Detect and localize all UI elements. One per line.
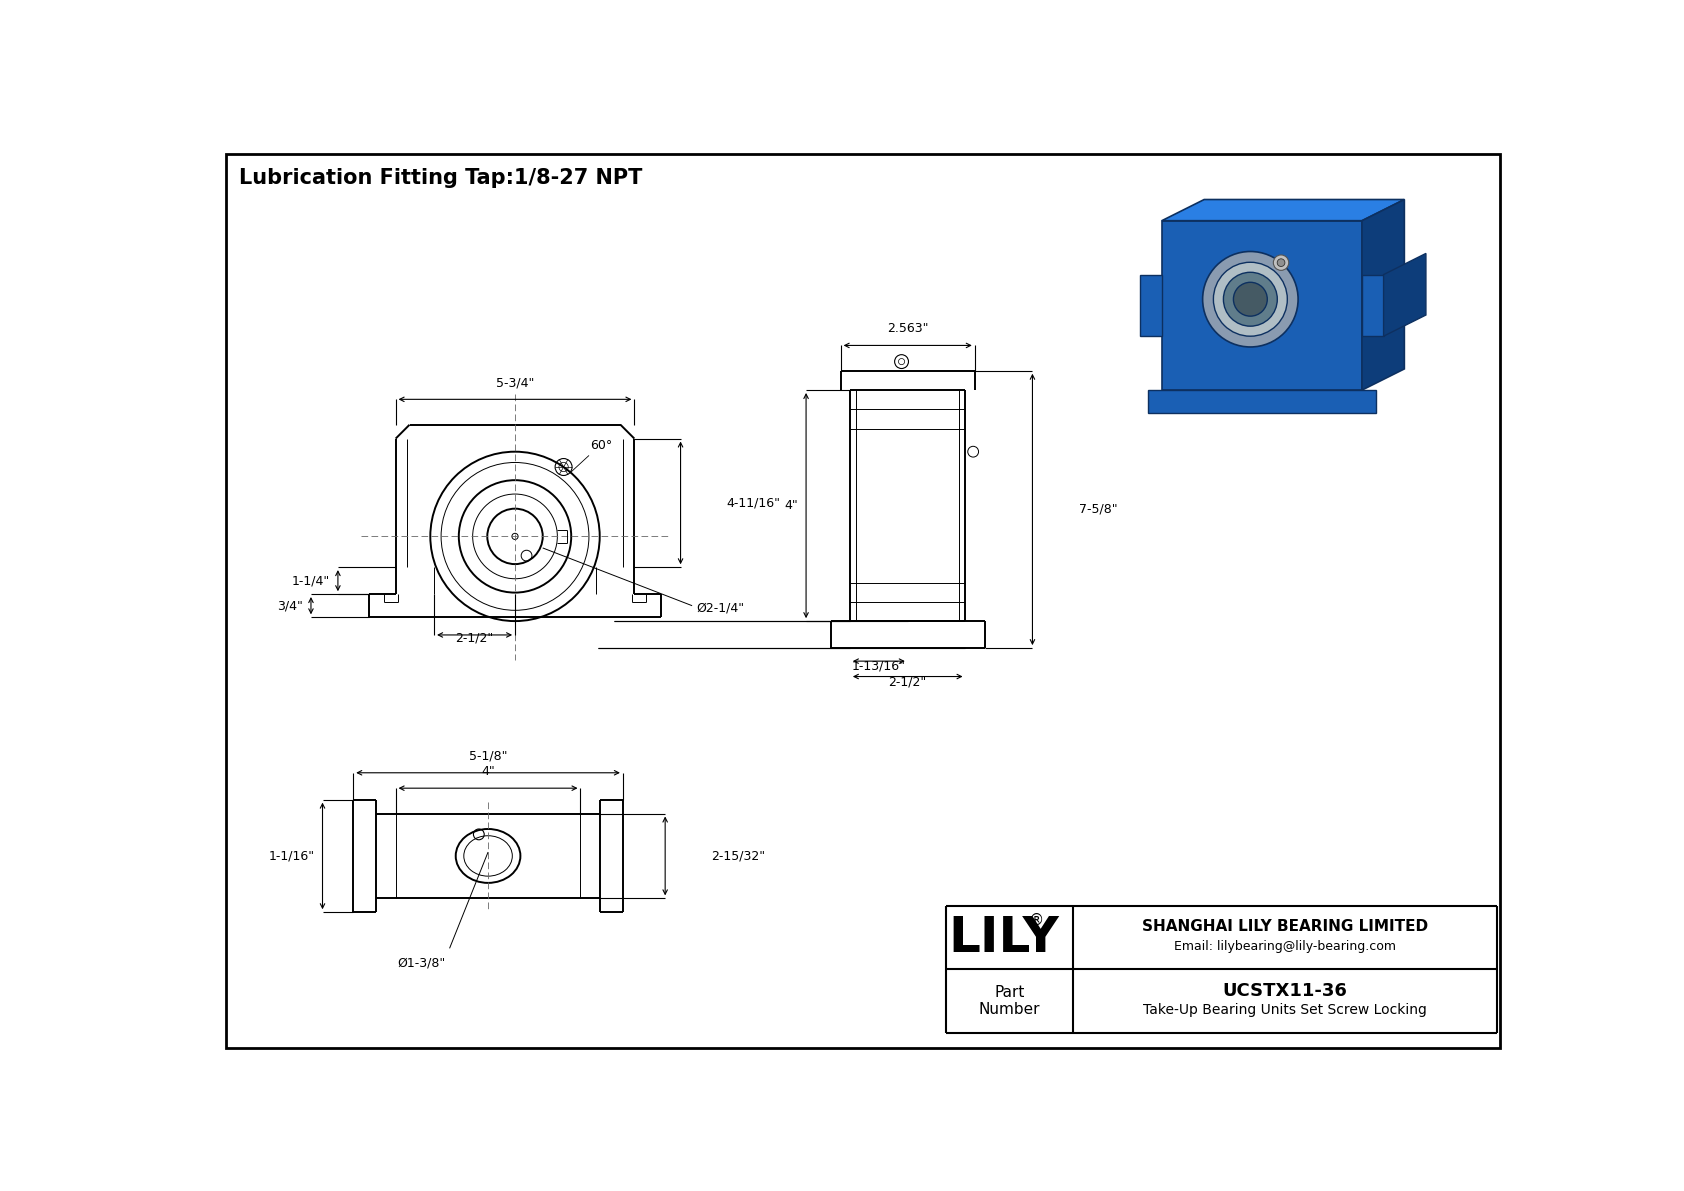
Text: 2.563": 2.563" [887, 323, 928, 336]
Polygon shape [1362, 275, 1384, 336]
Text: 60°: 60° [591, 438, 613, 451]
Text: 5-1/8": 5-1/8" [468, 750, 507, 762]
Text: 1-1/4": 1-1/4" [291, 574, 330, 587]
Circle shape [1202, 251, 1298, 347]
Text: 7-5/8": 7-5/8" [1079, 503, 1116, 516]
Text: 4": 4" [482, 765, 495, 778]
Circle shape [1233, 282, 1268, 316]
Text: Ø1-3/8": Ø1-3/8" [397, 956, 446, 969]
Text: UCSTX11-36: UCSTX11-36 [1223, 983, 1347, 1000]
Polygon shape [1140, 275, 1162, 336]
Text: 2-15/32": 2-15/32" [711, 849, 766, 862]
Text: Email: lilybearing@lily-bearing.com: Email: lilybearing@lily-bearing.com [1174, 941, 1396, 953]
Text: Ø2-1/4": Ø2-1/4" [695, 601, 744, 615]
Text: 3/4": 3/4" [278, 599, 303, 612]
Circle shape [1276, 258, 1285, 267]
Polygon shape [1162, 220, 1362, 391]
Circle shape [1273, 255, 1288, 270]
Text: 2-1/2": 2-1/2" [889, 675, 926, 688]
Text: 4": 4" [785, 499, 798, 512]
Circle shape [1214, 262, 1287, 336]
Text: SHANGHAI LILY BEARING LIMITED: SHANGHAI LILY BEARING LIMITED [1142, 919, 1428, 934]
Text: 1-13/16": 1-13/16" [852, 660, 906, 673]
Text: 2-1/2": 2-1/2" [455, 632, 493, 646]
Text: 4-11/16": 4-11/16" [727, 497, 781, 510]
Polygon shape [1384, 254, 1426, 336]
Text: LILY: LILY [948, 913, 1059, 961]
Text: Lubrication Fitting Tap:1/8-27 NPT: Lubrication Fitting Tap:1/8-27 NPT [239, 168, 643, 188]
Text: Take-Up Bearing Units Set Screw Locking: Take-Up Bearing Units Set Screw Locking [1143, 1003, 1426, 1017]
Circle shape [1223, 273, 1276, 326]
Polygon shape [1362, 200, 1404, 391]
Text: 1-1/16": 1-1/16" [269, 849, 315, 862]
Text: ®: ® [1029, 913, 1044, 928]
Text: Part
Number: Part Number [978, 985, 1041, 1017]
Polygon shape [1162, 200, 1404, 220]
Text: 5-3/4": 5-3/4" [495, 376, 534, 389]
Polygon shape [1148, 391, 1376, 413]
